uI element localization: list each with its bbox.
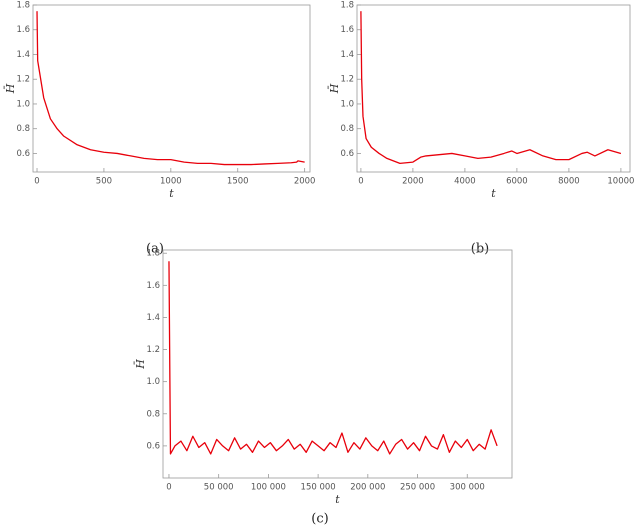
y-tick-label: 1.2 (340, 75, 354, 85)
y-tick-label: 1.6 (146, 281, 160, 291)
x-tick-label: 100 000 (251, 483, 286, 493)
x-tick-label: 6000 (506, 177, 528, 187)
data-line (360, 11, 622, 164)
y-tick-label: 0.6 (146, 441, 160, 451)
y-tick-label: 1.4 (146, 313, 160, 323)
y-tick-label: 0.8 (16, 124, 30, 134)
caption: (b) (471, 242, 489, 257)
y-tick-label: 1.6 (340, 25, 354, 35)
plot-frame (356, 4, 631, 173)
y-axis-label: H̄ (134, 359, 147, 370)
x-axis-label: t (335, 493, 340, 506)
y-tick-label: 1.2 (146, 345, 160, 355)
x-tick-label: 500 (96, 177, 112, 187)
y-tick-label: 0.6 (16, 149, 30, 159)
x-tick-label: 200 000 (350, 483, 385, 493)
y-tick-label: 0.8 (340, 124, 354, 134)
y-tick-label: 1.4 (16, 50, 30, 60)
x-tick-label: 50 000 (204, 483, 234, 493)
x-tick-label: 0 (166, 483, 171, 493)
plot-frame (32, 4, 311, 173)
y-axis-label: H̄ (4, 83, 17, 94)
y-tick-label: 1.8 (16, 1, 30, 11)
y-tick-label: 1.0 (340, 99, 354, 109)
y-tick-label: 1.0 (146, 377, 160, 387)
data-line (168, 261, 498, 455)
y-tick-label: 0.6 (340, 149, 354, 159)
y-axis-label: H̄ (328, 83, 341, 94)
panel: 0 50 000 100 000 150 000 200 000 250 000 300 0… (134, 249, 513, 527)
y-tick-label: 1.0 (16, 99, 30, 109)
x-tick-label: 0 (34, 177, 39, 187)
x-axis-label: t (169, 187, 174, 200)
panel: 0 2000 4000 6000 8000 10000 0.6 0.8 1.0 1.2 1.4 1.6… (328, 1, 634, 257)
caption: (a) (146, 242, 164, 257)
plot-frame (162, 249, 513, 479)
x-tick-label: 150 000 (301, 483, 336, 493)
x-axis-label: t (491, 187, 496, 200)
y-tick-label: 1.8 (340, 1, 354, 11)
x-tick-label: 2000 (402, 177, 424, 187)
panel: 0 500 1000 1500 2000 0.6 0.8 1.0 1.2 1.4 1.6 1.8 t H̄… (4, 1, 315, 257)
x-tick-label: 1000 (160, 177, 182, 187)
y-tick-label: 1.6 (16, 25, 30, 35)
y-tick-label: 1.4 (340, 50, 354, 60)
y-tick-label: 1.2 (16, 75, 30, 85)
y-tick-label: 1.8 (146, 249, 160, 259)
x-tick-label: 2000 (294, 177, 316, 187)
x-tick-label: 8000 (558, 177, 580, 187)
x-tick-label: 10000 (607, 177, 634, 187)
x-tick-label: 250 000 (400, 483, 435, 493)
caption: (c) (311, 512, 328, 527)
y-tick-label: 0.8 (146, 409, 160, 419)
x-tick-label: 300 000 (450, 483, 485, 493)
x-tick-label: 1500 (227, 177, 249, 187)
data-line (36, 11, 305, 166)
x-tick-label: 4000 (454, 177, 476, 187)
x-tick-label: 0 (358, 177, 363, 187)
